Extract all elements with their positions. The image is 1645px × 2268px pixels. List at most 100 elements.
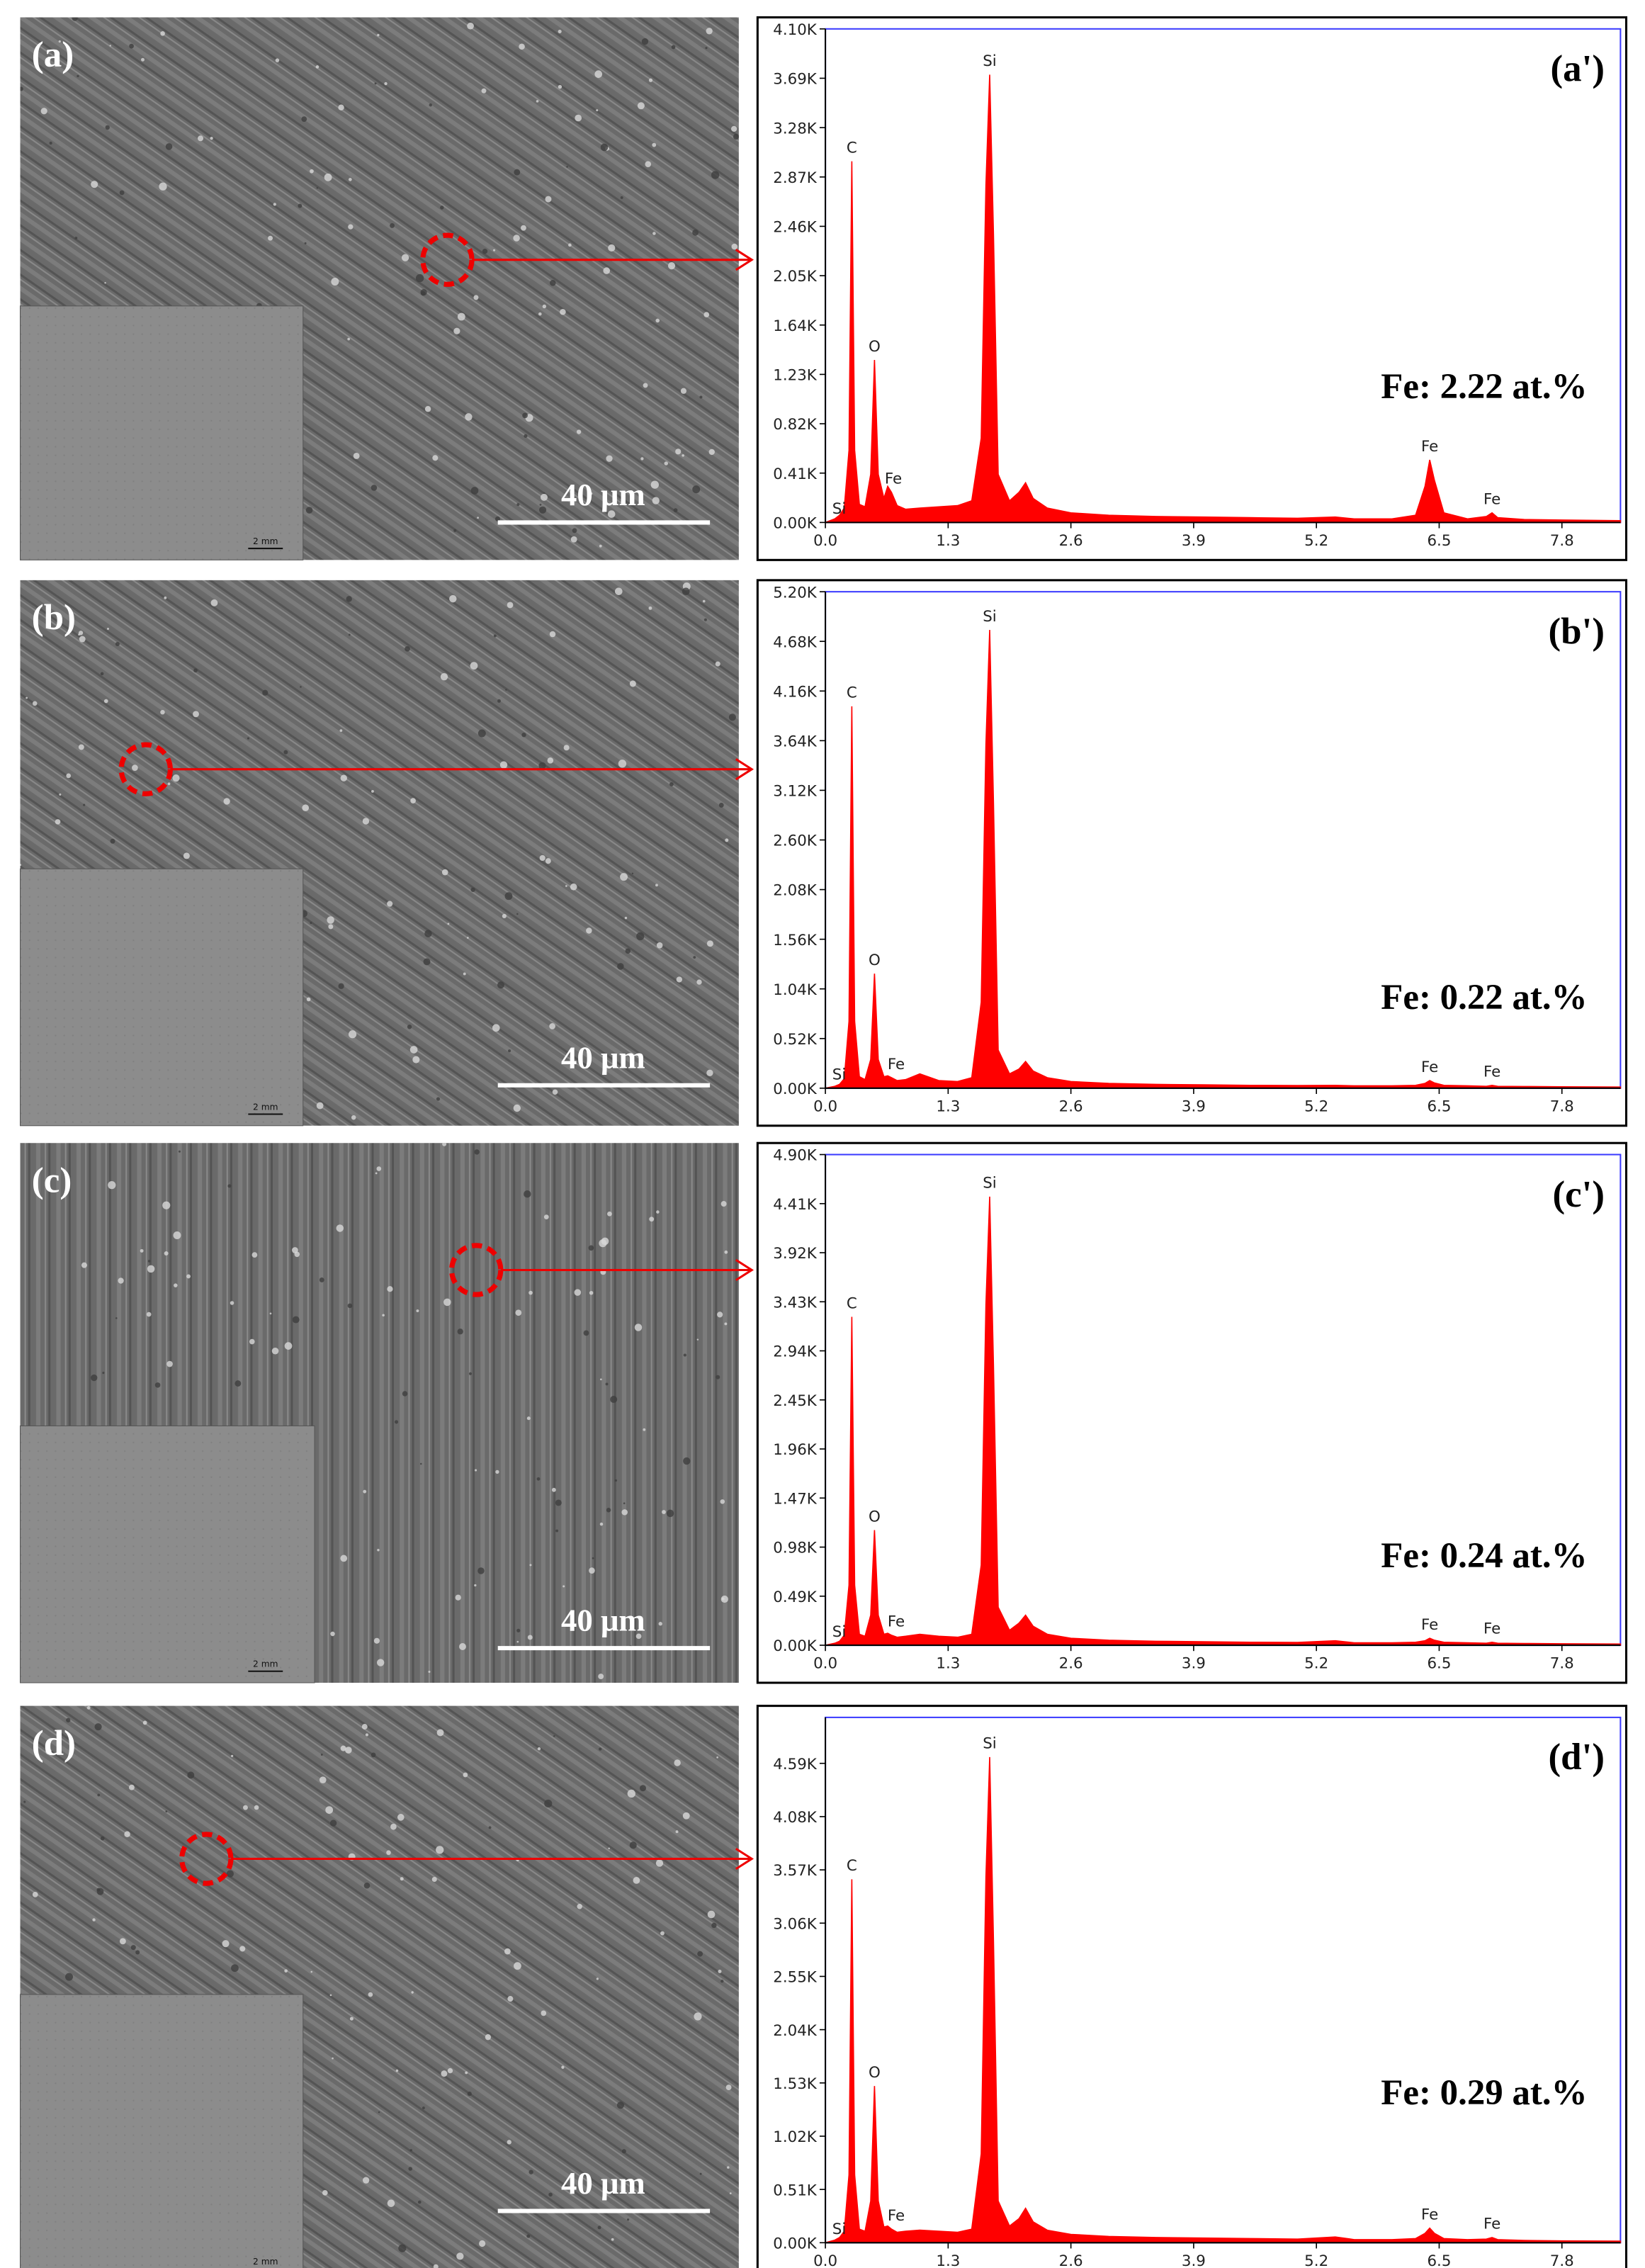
x-tick-label: 1.3	[936, 1098, 960, 1115]
speckle	[306, 997, 311, 1002]
speckle	[597, 2225, 601, 2230]
speckle	[547, 757, 554, 764]
peak-label: Si	[983, 1735, 997, 1753]
composition-note: Fe: 0.24 at.%	[1381, 1536, 1587, 1576]
speckle	[387, 901, 393, 907]
speckle	[374, 82, 377, 85]
speckle	[432, 455, 439, 461]
speckle	[594, 70, 603, 78]
y-tick-label: 0.00K	[773, 1081, 818, 1098]
speckle	[608, 244, 616, 252]
speckle	[457, 1328, 463, 1335]
speckle	[320, 1754, 323, 1756]
x-tick-label: 0.0	[813, 1655, 837, 1673]
speckle	[104, 281, 106, 284]
speckle	[658, 1622, 662, 1626]
speckle	[45, 1748, 52, 1755]
speckle	[441, 2070, 448, 2077]
speckle	[78, 744, 84, 750]
inset-scale-label: 2 mm	[253, 1102, 278, 1112]
speckle	[617, 963, 624, 970]
speckle	[178, 1150, 181, 1153]
speckle	[108, 1181, 116, 1190]
speckle	[165, 143, 173, 150]
speckle	[656, 942, 663, 949]
speckle	[538, 762, 546, 769]
speckle	[539, 503, 542, 506]
speckle	[440, 205, 444, 210]
panel-label: (d)	[32, 1724, 76, 1764]
speckle	[544, 1799, 553, 1808]
speckle	[166, 1360, 173, 1367]
speckle	[473, 295, 479, 300]
speckle	[477, 729, 486, 738]
speckle	[55, 819, 61, 825]
speckle	[271, 1347, 279, 1355]
speckle	[565, 885, 567, 887]
speckle	[147, 1260, 151, 1263]
speckle	[522, 412, 528, 419]
speckle	[706, 28, 713, 35]
speckle	[119, 1938, 126, 1945]
speckle	[141, 57, 145, 62]
speckle	[640, 457, 644, 461]
speckle	[561, 2065, 565, 2069]
speckle	[65, 1973, 74, 1981]
speckle	[66, 1717, 71, 1722]
speckle	[682, 454, 684, 457]
speckle	[362, 818, 370, 825]
speckle	[683, 1457, 691, 1465]
speckle	[563, 1585, 565, 1588]
speckle	[485, 2034, 492, 2041]
x-tick-label: 5.2	[1304, 532, 1328, 550]
scale-bar-label: 40 μm	[561, 477, 645, 512]
speckle	[468, 1372, 473, 1375]
speckle	[130, 1945, 136, 1951]
chart-label: (b')	[1549, 611, 1605, 652]
speckle	[566, 166, 568, 168]
speckle	[474, 1149, 480, 1155]
speckle	[479, 2240, 486, 2247]
peak-label: Si	[832, 500, 847, 518]
speckle	[514, 1962, 521, 1970]
speckle	[292, 1247, 298, 1253]
y-tick-label: 1.53K	[773, 2075, 818, 2093]
speckle	[463, 972, 466, 976]
speckle	[502, 913, 507, 918]
x-tick-label: 0.0	[813, 2252, 837, 2268]
y-tick-label: 2.08K	[773, 882, 818, 900]
y-tick-label: 1.04K	[773, 981, 818, 999]
speckle	[94, 1723, 102, 1731]
chart-frame	[756, 1141, 1628, 1684]
speckle	[708, 448, 715, 456]
chart-label: (a')	[1551, 48, 1605, 89]
speckle	[671, 45, 676, 50]
speckle	[655, 1859, 664, 1867]
x-tick-label: 6.5	[1427, 2252, 1451, 2268]
speckle	[549, 1023, 555, 1029]
speckle	[514, 169, 521, 176]
speckle	[305, 507, 313, 514]
speckle	[173, 1231, 181, 1239]
speckle	[694, 2012, 702, 2021]
speckle	[455, 1594, 461, 1601]
speckle	[611, 2238, 614, 2241]
speckle	[463, 1772, 468, 1778]
speckle	[636, 932, 645, 941]
speckle	[488, 1826, 492, 1829]
y-tick-label: 3.69K	[773, 71, 818, 89]
speckle	[49, 141, 52, 145]
speckle	[223, 798, 230, 805]
speckle	[683, 1353, 686, 1357]
peak-label: Fe	[1421, 438, 1438, 456]
speckle	[558, 29, 562, 33]
speckle	[226, 1870, 234, 1878]
y-tick-label: 4.59K	[773, 1756, 818, 1773]
y-tick-label: 4.68K	[773, 633, 818, 651]
speckle	[555, 1499, 562, 1506]
spectrum-area	[825, 74, 1622, 524]
speckle	[716, 1375, 720, 1380]
speckle	[351, 1115, 356, 1120]
speckle	[345, 1747, 352, 1754]
speckle	[365, 1733, 369, 1737]
